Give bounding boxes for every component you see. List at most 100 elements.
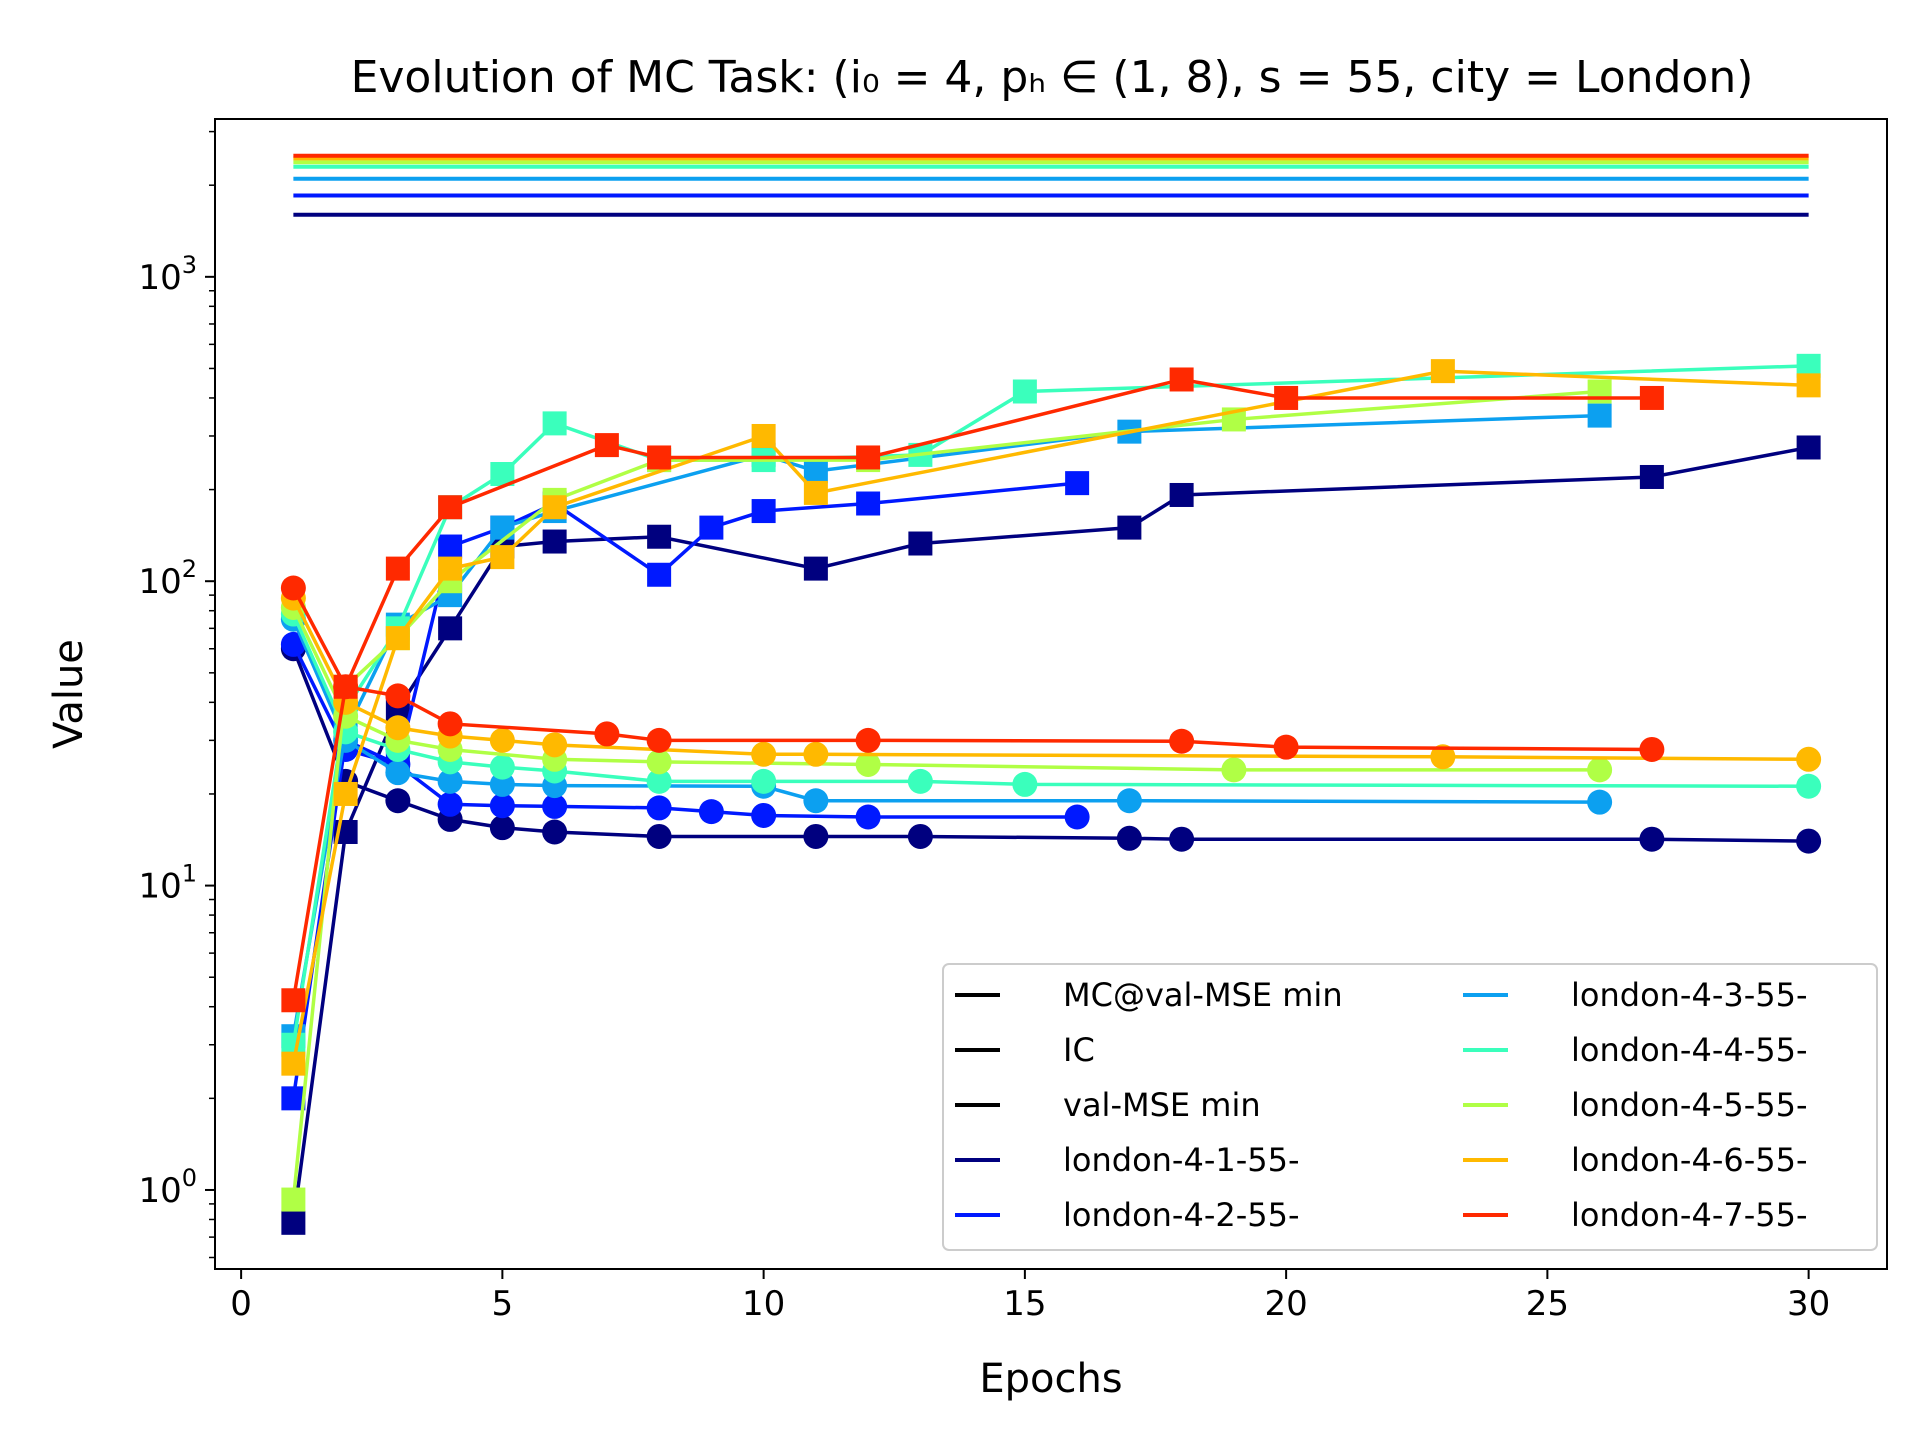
x-tick-label: 20 xyxy=(1264,1284,1307,1324)
val-point xyxy=(385,760,411,786)
val-point xyxy=(437,791,463,817)
val-point xyxy=(1796,773,1822,799)
val-point xyxy=(751,741,777,767)
val-point xyxy=(1116,825,1142,851)
val-point xyxy=(803,741,829,767)
mc-point xyxy=(1639,385,1664,410)
x-tick-label: 25 xyxy=(1526,1284,1569,1324)
mc-point xyxy=(856,445,881,470)
y-tick-label: 102 xyxy=(138,555,197,602)
x-axis-label: Epochs xyxy=(979,1356,1122,1402)
val-series-line xyxy=(291,618,1600,804)
mc-point xyxy=(438,534,463,559)
y-tick-label: 103 xyxy=(138,251,197,298)
mc-point xyxy=(542,495,567,520)
plot-frame xyxy=(214,118,1888,1270)
val-point xyxy=(280,575,306,601)
val-point xyxy=(646,768,672,794)
mc-point xyxy=(1796,373,1821,398)
mc-point xyxy=(1169,482,1194,507)
mc-point xyxy=(385,626,410,651)
val-point xyxy=(1587,757,1613,783)
val-point xyxy=(1796,828,1822,854)
legend-label: london-4-1-55- xyxy=(1063,1141,1300,1179)
y-tick-label: 101 xyxy=(138,860,197,907)
mc-point xyxy=(438,556,463,581)
mc-point xyxy=(1117,515,1142,540)
x-tick-label: 10 xyxy=(742,1284,785,1324)
x-tick-label: 0 xyxy=(230,1284,252,1324)
legend-label: london-4-6-55- xyxy=(1571,1141,1808,1179)
legend-label: london-4-5-55- xyxy=(1571,1086,1808,1124)
val-point xyxy=(646,795,672,821)
val-point xyxy=(803,788,829,814)
val-point xyxy=(751,802,777,828)
val-point xyxy=(1012,771,1038,797)
val-point xyxy=(1064,804,1090,830)
mc-point xyxy=(281,1210,306,1235)
val-point xyxy=(855,727,881,753)
mc-point xyxy=(803,480,828,505)
chart-title: Evolution of MC Task: (i₀ = 4, pₕ ∈ (1, … xyxy=(351,52,1754,103)
val-point xyxy=(385,715,411,741)
legend-label: london-4-3-55- xyxy=(1571,976,1808,1014)
val-point xyxy=(489,727,515,753)
val-point xyxy=(646,749,672,775)
val-series-line xyxy=(291,597,1809,762)
legend-label: london-4-2-55- xyxy=(1063,1196,1300,1234)
val-point xyxy=(803,823,829,849)
val-point xyxy=(698,799,724,825)
val-point xyxy=(646,823,672,849)
mc-point xyxy=(699,515,724,540)
mc-point xyxy=(281,1187,306,1212)
mc-point xyxy=(856,491,881,516)
mc-point xyxy=(1274,385,1299,410)
mc-point xyxy=(908,531,933,556)
legend-label: val-MSE min xyxy=(1063,1086,1261,1124)
legend-label: london-4-4-55- xyxy=(1571,1031,1808,1069)
x-tick-label: 15 xyxy=(1003,1284,1046,1324)
mc-point xyxy=(438,495,463,520)
mc-point xyxy=(751,423,776,448)
legend-label: MC@val-MSE min xyxy=(1063,976,1343,1014)
val-point xyxy=(333,674,359,700)
mc-point xyxy=(1639,464,1664,489)
mc-point xyxy=(647,445,672,470)
val-point xyxy=(1587,789,1613,815)
val-point xyxy=(489,793,515,819)
mc-point xyxy=(1430,359,1455,384)
legend-box xyxy=(942,963,1878,1251)
val-point xyxy=(542,819,568,845)
val-point xyxy=(1221,757,1247,783)
mc-point xyxy=(281,988,306,1013)
val-point xyxy=(1273,734,1299,760)
mc-point xyxy=(490,545,515,570)
val-point xyxy=(489,754,515,780)
val-point xyxy=(855,751,881,777)
val-point xyxy=(437,711,463,737)
axes: 0 5 10 15 20 25 30 100 101 102 103 xyxy=(138,130,1830,1324)
val-point xyxy=(280,631,306,657)
val-point xyxy=(1796,746,1822,772)
mc-point xyxy=(1065,471,1090,496)
mc-point xyxy=(333,781,358,806)
legend-label: london-4-7-55- xyxy=(1571,1196,1808,1234)
mc-point xyxy=(438,616,463,641)
mc-series-line xyxy=(291,377,1652,1001)
val-point xyxy=(907,823,933,849)
mc-point xyxy=(1587,379,1612,404)
mc-point xyxy=(1012,379,1037,404)
plot-area xyxy=(280,153,1822,1235)
val-point xyxy=(1430,744,1456,770)
mc-point xyxy=(542,411,567,436)
val-point xyxy=(385,788,411,814)
y-tick-label: 100 xyxy=(138,1164,197,1211)
y-axis-label: Value xyxy=(46,639,92,749)
val-point xyxy=(594,721,620,747)
mc-point xyxy=(281,1051,306,1076)
val-point xyxy=(489,771,515,797)
mc-point xyxy=(1587,403,1612,428)
mc-point xyxy=(647,562,672,587)
mc-point xyxy=(803,459,828,484)
